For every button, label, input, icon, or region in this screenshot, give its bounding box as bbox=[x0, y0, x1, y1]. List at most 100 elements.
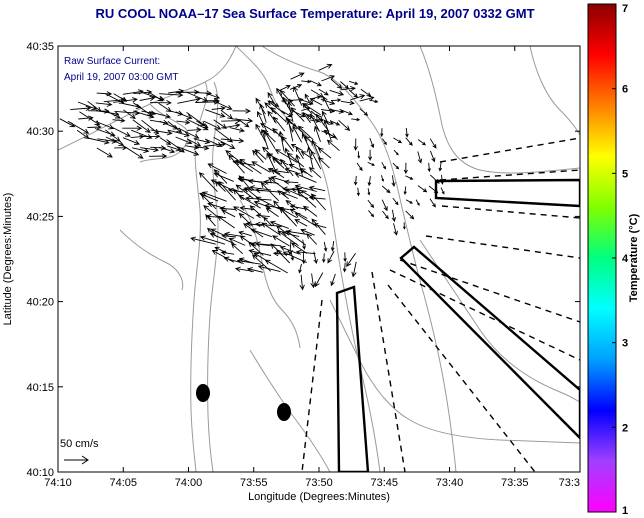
current-vector bbox=[292, 125, 303, 143]
current-vector bbox=[251, 161, 271, 173]
current-vector bbox=[78, 115, 94, 121]
current-vector bbox=[346, 252, 356, 268]
current-vector bbox=[382, 210, 389, 220]
current-vector bbox=[393, 137, 403, 144]
current-vector bbox=[277, 190, 289, 200]
current-vector bbox=[299, 274, 305, 291]
current-vector bbox=[190, 236, 216, 245]
current-vector bbox=[294, 172, 317, 183]
current-vector bbox=[150, 129, 173, 136]
current-vector bbox=[330, 98, 342, 103]
current-vector bbox=[308, 185, 326, 192]
current-vector bbox=[287, 239, 293, 256]
current-vector bbox=[236, 258, 261, 265]
current-vector bbox=[306, 233, 318, 245]
current-vector bbox=[367, 161, 375, 166]
current-vector bbox=[392, 162, 400, 170]
current-vector bbox=[257, 111, 268, 132]
scale-legend-label: 50 cm/s bbox=[60, 438, 99, 450]
radar-coverage-outlines bbox=[301, 137, 580, 472]
current-vector bbox=[266, 152, 276, 170]
colorbar-tick-label: 1 bbox=[622, 505, 628, 517]
current-vector bbox=[201, 191, 227, 202]
current-vector bbox=[194, 90, 213, 96]
current-vector bbox=[293, 86, 303, 106]
current-vector bbox=[112, 127, 131, 137]
current-vector bbox=[270, 169, 285, 179]
current-vector bbox=[270, 243, 282, 255]
current-vector bbox=[246, 267, 264, 273]
current-vector bbox=[221, 209, 236, 218]
x-axis: 74:10 74:05 74:00 73:55 73:50 73:45 73:40 73:35… bbox=[44, 46, 581, 489]
x-tick-label: 73:55 bbox=[240, 477, 268, 489]
current-vector bbox=[149, 100, 172, 106]
current-vector bbox=[175, 136, 193, 145]
current-vector bbox=[254, 241, 282, 247]
current-vector bbox=[403, 162, 408, 175]
radar-dashed-6 bbox=[389, 269, 580, 361]
current-vector bbox=[318, 88, 329, 96]
current-vector bbox=[259, 103, 267, 123]
current-vector bbox=[311, 139, 321, 159]
x-tick-label: 74:00 bbox=[175, 477, 203, 489]
current-vector bbox=[393, 149, 399, 156]
colorbar-tick-label: 3 bbox=[622, 338, 628, 350]
current-vector bbox=[367, 176, 372, 187]
current-vector bbox=[263, 216, 273, 227]
current-vector bbox=[205, 109, 226, 118]
colorbar-tick-label: 4 bbox=[622, 253, 629, 265]
current-vector bbox=[270, 107, 287, 123]
current-vector bbox=[209, 232, 235, 245]
current-vector bbox=[310, 150, 322, 170]
current-vector bbox=[255, 187, 281, 194]
depth-contour-2 bbox=[261, 46, 457, 472]
current-vector bbox=[308, 166, 322, 179]
current-vector bbox=[238, 119, 250, 128]
current-vector bbox=[261, 222, 281, 236]
current-vector bbox=[279, 84, 291, 92]
current-vector bbox=[285, 230, 307, 246]
current-vector bbox=[326, 139, 340, 152]
colorbar-tick-label: 7 bbox=[622, 3, 628, 15]
current-vector bbox=[276, 249, 291, 264]
colorbar-tick-label: 2 bbox=[622, 422, 628, 434]
radar-beam-solid-1 bbox=[434, 178, 580, 208]
current-vector bbox=[235, 160, 254, 172]
current-vector bbox=[405, 210, 415, 220]
current-vector bbox=[301, 251, 306, 265]
current-vector bbox=[121, 102, 142, 110]
current-vector bbox=[380, 128, 384, 138]
current-vector bbox=[272, 235, 290, 247]
current-vector bbox=[304, 93, 312, 106]
current-vector bbox=[211, 250, 235, 263]
current-vector bbox=[350, 94, 366, 101]
current-vector bbox=[353, 138, 358, 151]
x-tick-label: 73:35 bbox=[501, 477, 529, 489]
current-vector bbox=[132, 147, 150, 154]
current-vector bbox=[239, 158, 262, 175]
current-vector bbox=[427, 162, 431, 173]
current-vector bbox=[302, 102, 321, 116]
current-vector bbox=[381, 185, 391, 194]
current-vector bbox=[279, 245, 300, 255]
current-vector bbox=[310, 119, 320, 123]
current-vector bbox=[274, 149, 298, 163]
current-vector bbox=[281, 98, 294, 104]
current-vector bbox=[105, 129, 121, 142]
current-vector bbox=[216, 215, 235, 229]
colorbar-label: Temperature (°C) bbox=[628, 213, 640, 302]
current-vector bbox=[140, 146, 159, 153]
current-vector bbox=[286, 152, 305, 168]
right-arrow-icon bbox=[64, 455, 89, 465]
current-vector bbox=[368, 149, 373, 161]
current-vector bbox=[227, 187, 244, 194]
current-vector bbox=[184, 144, 200, 150]
current-vector bbox=[67, 120, 90, 134]
current-vector bbox=[317, 147, 332, 159]
current-vector bbox=[222, 122, 241, 129]
current-vector bbox=[310, 95, 322, 100]
current-vector bbox=[70, 105, 92, 111]
current-vector bbox=[318, 63, 333, 71]
current-vector bbox=[233, 206, 255, 219]
